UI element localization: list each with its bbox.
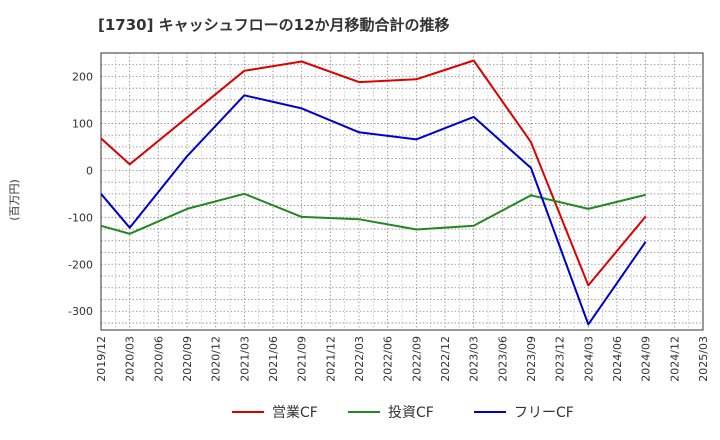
plot-frame xyxy=(100,52,704,331)
legend-item: 営業CF xyxy=(232,402,318,422)
y-tick-label: 200 xyxy=(72,70,93,83)
legend-item: 投資CF xyxy=(348,402,434,422)
x-tick-label: 2023/09 xyxy=(525,336,538,382)
line-chart: 200 100 0 -100 -200 -300 2019/12 2020/03 2020/06… xyxy=(8,52,710,382)
series-line xyxy=(100,59,647,287)
y-tick-label: 100 xyxy=(72,117,93,130)
x-tick-label: 2023/12 xyxy=(554,336,567,382)
x-tick-label: 2023/03 xyxy=(468,336,481,382)
series-lines xyxy=(100,59,647,326)
legend: 営業CF 投資CF フリーCF xyxy=(0,402,720,428)
chart-title: [1730] キャッシュフローの12か月移動合計の推移 xyxy=(98,16,450,34)
x-tick-label: 2019/12 xyxy=(95,336,108,382)
x-tick-label: 2022/09 xyxy=(410,336,423,382)
legend-swatch xyxy=(474,411,506,413)
x-tick-label: 2025/03 xyxy=(697,336,710,382)
x-tick-label: 2020/03 xyxy=(124,336,137,382)
x-tick-label: 2020/12 xyxy=(210,336,223,382)
x-tick-label: 2020/09 xyxy=(181,336,194,382)
legend-label: 投資CF xyxy=(388,405,434,421)
series-line xyxy=(100,192,646,235)
x-tick-label: 2020/06 xyxy=(152,336,165,382)
legend-item: フリーCF xyxy=(474,402,574,422)
y-tick-label: 0 xyxy=(86,164,93,177)
x-tick-label: 2021/12 xyxy=(324,336,337,382)
x-tick-label: 2021/09 xyxy=(296,336,309,382)
y-tick-label: -300 xyxy=(68,305,93,318)
legend-swatch xyxy=(348,411,380,413)
x-tick-label: 2024/06 xyxy=(611,336,624,382)
y-tick-label: -200 xyxy=(68,258,93,271)
legend-label: 営業CF xyxy=(272,405,318,421)
x-tick-label: 2023/06 xyxy=(496,336,509,382)
x-tick-label: 2024/12 xyxy=(668,336,681,382)
x-tick-label: 2022/12 xyxy=(439,336,452,382)
x-tick-label: 2022/03 xyxy=(353,336,366,382)
y-axis-label: (百万円) xyxy=(8,179,21,221)
x-tick-label: 2021/06 xyxy=(267,336,280,382)
y-tick-label: -100 xyxy=(68,211,93,224)
legend-swatch xyxy=(232,411,264,413)
x-tick-label: 2024/03 xyxy=(582,336,595,382)
x-tick-label: 2021/03 xyxy=(238,336,251,382)
axes: 200 100 0 -100 -200 -300 2019/12 2020/03 2020/06… xyxy=(68,52,710,382)
x-tick-label: 2024/09 xyxy=(640,336,653,382)
series-line xyxy=(100,94,647,326)
legend-label: フリーCF xyxy=(514,405,574,421)
x-tick-label: 2022/06 xyxy=(382,336,395,382)
